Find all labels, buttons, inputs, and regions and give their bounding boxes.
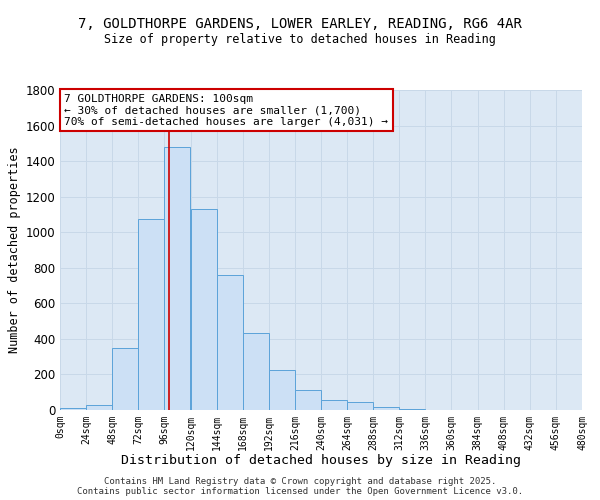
Bar [242,332,269,410]
Text: Contains HM Land Registry data © Crown copyright and database right 2025.: Contains HM Land Registry data © Crown c… [104,477,496,486]
Bar [164,147,190,410]
Bar [373,407,400,410]
Bar [217,275,242,410]
Bar [347,402,373,410]
Bar [269,370,295,410]
Bar [191,209,217,410]
Bar [112,348,138,410]
X-axis label: Distribution of detached houses by size in Reading: Distribution of detached houses by size … [121,454,521,468]
Text: Contains public sector information licensed under the Open Government Licence v3: Contains public sector information licen… [77,487,523,496]
Bar [139,219,164,410]
Y-axis label: Number of detached properties: Number of detached properties [8,146,21,354]
Bar [400,409,425,410]
Bar [295,390,321,410]
Text: 7, GOLDTHORPE GARDENS, LOWER EARLEY, READING, RG6 4AR: 7, GOLDTHORPE GARDENS, LOWER EARLEY, REA… [78,18,522,32]
Bar [86,404,112,410]
Text: Size of property relative to detached houses in Reading: Size of property relative to detached ho… [104,32,496,46]
Bar [60,408,86,410]
Bar [321,400,347,410]
Text: 7 GOLDTHORPE GARDENS: 100sqm
← 30% of detached houses are smaller (1,700)
70% of: 7 GOLDTHORPE GARDENS: 100sqm ← 30% of de… [64,94,388,127]
